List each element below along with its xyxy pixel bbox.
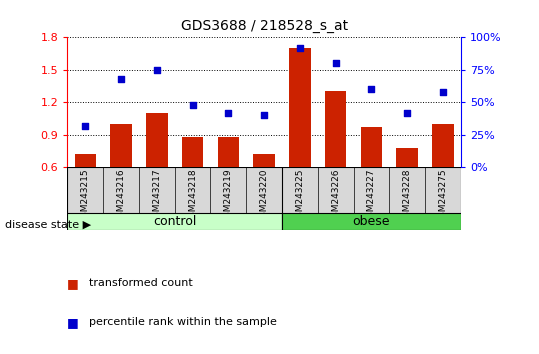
Text: GSM243219: GSM243219 — [224, 169, 233, 223]
Bar — [67, 213, 282, 230]
Text: ■: ■ — [67, 316, 79, 329]
Text: GSM243220: GSM243220 — [260, 169, 268, 223]
Text: control: control — [153, 215, 196, 228]
Text: GSM243226: GSM243226 — [331, 169, 340, 223]
Point — [153, 67, 161, 73]
Point — [439, 89, 447, 95]
Bar — [74, 154, 96, 233]
Bar — [282, 213, 461, 230]
Title: GDS3688 / 218528_s_at: GDS3688 / 218528_s_at — [181, 19, 348, 33]
Text: disease state ▶: disease state ▶ — [5, 220, 92, 230]
Text: GSM243216: GSM243216 — [116, 169, 126, 223]
Bar — [289, 48, 310, 233]
Text: transformed count: transformed count — [89, 278, 192, 288]
Point — [260, 113, 268, 118]
Bar — [361, 127, 382, 233]
Text: ■: ■ — [67, 277, 79, 290]
Text: obese: obese — [353, 215, 390, 228]
Point — [403, 110, 411, 115]
Text: GSM243225: GSM243225 — [295, 169, 305, 223]
Point — [224, 110, 233, 115]
Text: GSM243217: GSM243217 — [153, 169, 161, 223]
Point — [331, 61, 340, 66]
Bar — [146, 113, 168, 233]
Point — [188, 102, 197, 108]
Text: GSM243218: GSM243218 — [188, 169, 197, 223]
Text: GSM243215: GSM243215 — [81, 169, 90, 223]
Bar — [432, 124, 454, 233]
Point — [81, 123, 89, 129]
Point — [117, 76, 126, 82]
Point — [367, 86, 376, 92]
Text: percentile rank within the sample: percentile rank within the sample — [89, 317, 277, 327]
Text: GSM243227: GSM243227 — [367, 169, 376, 223]
Point — [295, 45, 304, 50]
Bar — [182, 137, 203, 233]
Text: GSM243228: GSM243228 — [403, 169, 412, 223]
Bar — [218, 137, 239, 233]
Bar — [325, 91, 347, 233]
Bar — [253, 154, 275, 233]
Bar — [110, 124, 132, 233]
Text: GSM243275: GSM243275 — [438, 169, 447, 223]
Bar — [397, 148, 418, 233]
